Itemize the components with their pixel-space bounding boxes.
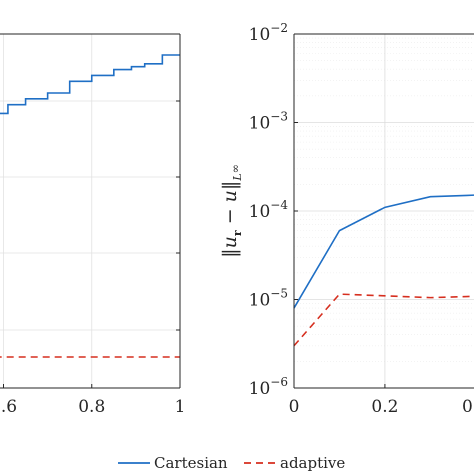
right-ytick-label: 10−3	[249, 110, 288, 134]
right-ytick-label: 10−4	[249, 198, 289, 222]
right-ytick-label: 10−5	[249, 287, 288, 311]
legend-cartesian-label: Cartesian	[154, 454, 228, 472]
right-adaptive-line	[293, 293, 474, 347]
right-ytick-label: 10−2	[249, 21, 288, 45]
left-plot-area	[0, 34, 180, 388]
right-cartesian-line	[293, 194, 474, 309]
norm-subscript-inf: ∞	[229, 164, 242, 173]
u-symbol: u	[219, 236, 241, 248]
left-cartesian-line	[0, 54, 180, 115]
norm-subscript-L: L	[231, 173, 244, 181]
legend: Cartesian adaptive	[118, 454, 345, 472]
r-subscript: r	[231, 230, 244, 236]
right-xtick-label: 0	[462, 397, 473, 417]
legend-adaptive-label: adaptive	[280, 454, 345, 472]
u-symbol-2: u	[219, 190, 241, 202]
left-xtick-label: 0.8	[78, 397, 105, 417]
right-y-ticks: 10−6 10−5 10−4 10−3 10−2	[249, 21, 298, 399]
right-x-ticks: 0 0.2 0	[289, 384, 473, 417]
y-label-text: ‖ur − u‖L∞	[219, 164, 244, 258]
left-x-ticks: 0.6 0.8 1	[0, 384, 185, 417]
right-panel: 10−610−510−410−310−2 0 0.2 0 ‖ur − u‖L∞	[219, 21, 474, 417]
left-xtick-label: 0.6	[0, 397, 17, 417]
minus-sign: −	[219, 202, 241, 230]
norm-close: ‖	[219, 181, 241, 191]
right-series-group	[293, 194, 474, 347]
right-ytick-label: 10−6	[249, 375, 288, 399]
left-series-group	[0, 54, 180, 358]
right-xtick-label: 0	[289, 397, 300, 417]
right-y-label: ‖ur − u‖L∞	[219, 164, 244, 258]
norm-open: ‖	[219, 248, 241, 258]
left-xtick-label: 1	[175, 397, 186, 417]
right-xtick-label: 0.2	[371, 397, 398, 417]
left-panel: 0.6 0.8 1	[0, 33, 185, 417]
